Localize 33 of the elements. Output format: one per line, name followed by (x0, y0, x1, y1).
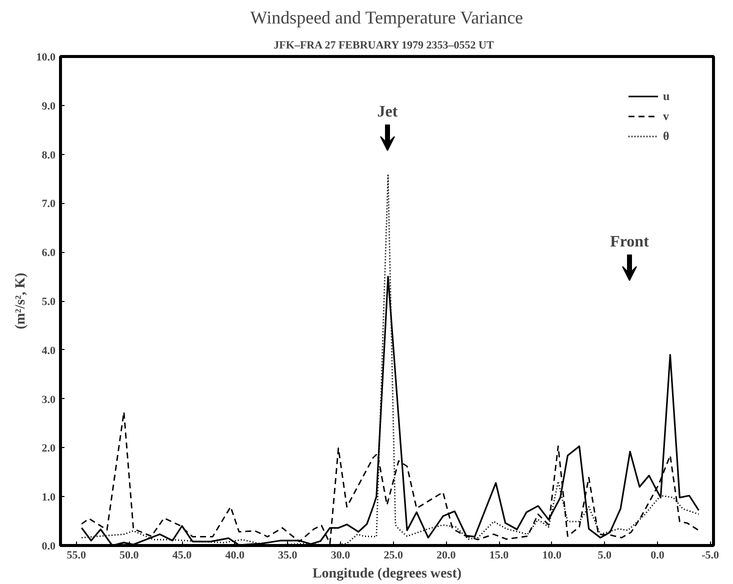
y-axis-title: (m²/s², K) (13, 272, 28, 330)
y-tick-label: 8.0 (42, 149, 56, 162)
y-tick-label: 1.0 (42, 492, 56, 504)
y-tick-label: 5.0 (42, 296, 56, 308)
y-tick-label: 6.0 (42, 247, 56, 260)
x-tick-label: 50.0 (120, 550, 140, 562)
x-tick-label: 20.0 (436, 550, 456, 562)
annotation: Jet (377, 104, 398, 120)
x-tick-label: 10.0 (542, 550, 562, 562)
x-tick-label: 15.0 (489, 550, 510, 562)
legend-label: θ (663, 128, 670, 144)
x-axis-title: Longitude (degrees west) (312, 566, 462, 582)
x-tick-label: 40.0 (225, 550, 245, 562)
x-tick-label: 55.0 (66, 550, 86, 562)
y-tick-label: 2.0 (42, 442, 56, 455)
x-tick-label: 0.0 (650, 550, 665, 562)
legend-label: v (663, 108, 670, 124)
x-tick-label: 45.0 (172, 550, 192, 562)
y-tick-label: 10.0 (36, 52, 56, 64)
x-tick-label: 35.0 (278, 550, 298, 562)
y-tick-label: 7.0 (42, 198, 56, 210)
x-tick-label: 30.0 (330, 550, 351, 562)
x-tick-label: 25.0 (384, 550, 404, 562)
y-tick-label: 3.0 (42, 394, 56, 406)
legend-label: u (663, 88, 671, 104)
chart-title: Windspeed and Temperature Variance (250, 8, 524, 28)
y-tick-label: 4.0 (42, 344, 56, 357)
annotation: Front (610, 234, 650, 250)
x-tick-label: 5.0 (598, 550, 612, 562)
y-tick-label: 9.0 (42, 100, 56, 112)
x-tick-label: -5.0 (702, 550, 720, 562)
chart-subtitle: JFK–FRA 27 FEBRUARY 1979 2353–0552 UT (274, 40, 494, 52)
y-tick-label: 0.0 (42, 540, 56, 552)
